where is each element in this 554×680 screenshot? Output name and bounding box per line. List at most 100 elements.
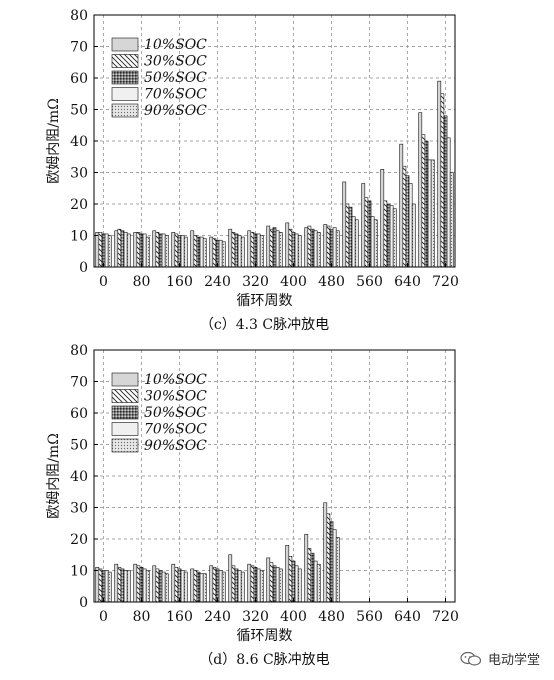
- bar: [335, 537, 340, 603]
- bar: [209, 236, 214, 268]
- bar: [101, 570, 106, 603]
- legend-entry: 10%SOC: [144, 37, 207, 53]
- y-tick-label: 70: [70, 40, 88, 56]
- bar: [304, 227, 309, 268]
- bar: [231, 232, 236, 268]
- y-tick-label: 50: [70, 438, 88, 454]
- bar: [196, 236, 201, 268]
- bar: [427, 159, 432, 268]
- bar: [126, 233, 131, 268]
- y-tick-label: 60: [70, 71, 88, 87]
- bar: [256, 233, 261, 268]
- bar: [272, 565, 277, 603]
- y-tick-label: 20: [70, 532, 88, 548]
- bar: [136, 565, 141, 603]
- chart-panel-1: 0 10 20 30 40 50 60 70 80 0 80 160 240 320 400 480 560 64…: [46, 343, 459, 668]
- legend-swatch: [111, 70, 139, 85]
- x-tick-label: 720: [432, 274, 459, 290]
- bar: [326, 225, 331, 268]
- bar: [354, 219, 359, 268]
- bar: [171, 563, 176, 603]
- x-tick-label: 400: [280, 274, 307, 290]
- y-tick-label: 10: [70, 229, 88, 245]
- x-tick-label: 240: [204, 274, 231, 290]
- bar: [405, 175, 410, 268]
- x-tick-label: 160: [166, 609, 193, 625]
- bar: [291, 560, 296, 603]
- y-tick-label: 40: [70, 469, 88, 485]
- bar: [174, 233, 179, 268]
- bar: [114, 230, 119, 268]
- legend-swatch: [111, 389, 139, 403]
- bar: [215, 239, 220, 268]
- y-tick-label: 30: [70, 501, 88, 517]
- bar: [158, 570, 163, 603]
- y-tick-label: 60: [70, 406, 88, 422]
- y-tick-label: 50: [70, 103, 88, 119]
- bar: [392, 208, 397, 268]
- x-tick-label: 160: [166, 274, 193, 290]
- bar: [123, 232, 128, 268]
- y-axis-label: 欧姆内阻/mΩ: [46, 433, 62, 519]
- bar: [272, 227, 277, 268]
- legend-entry: 90%SOC: [144, 438, 207, 454]
- bar: [266, 225, 271, 268]
- bar: [399, 143, 404, 268]
- x-tick-label: 640: [394, 274, 421, 290]
- x-axis-label: 循环周数: [237, 293, 293, 309]
- x-tick-label: 720: [432, 609, 459, 625]
- bar: [126, 570, 131, 603]
- bar: [364, 197, 369, 268]
- y-tick-label: 0: [79, 260, 88, 276]
- bar: [297, 568, 302, 603]
- legend-entry: 90%SOC: [144, 103, 207, 119]
- chart-caption: （c）4.3 C脉冲放电: [200, 317, 329, 333]
- bar: [95, 232, 100, 268]
- bar: [104, 570, 109, 603]
- x-tick-label: 320: [242, 274, 269, 290]
- bar: [449, 172, 454, 268]
- bar: [98, 568, 103, 603]
- y-axis-label: 欧姆内阻/mΩ: [46, 98, 62, 184]
- x-tick-label: 80: [133, 609, 151, 625]
- bar: [120, 568, 125, 603]
- bar: [183, 571, 188, 603]
- bar: [313, 560, 318, 603]
- bar: [383, 200, 388, 268]
- bar: [323, 224, 328, 268]
- bar: [152, 230, 157, 268]
- bar: [161, 571, 166, 603]
- y-tick-label: 20: [70, 197, 88, 213]
- bar: [408, 183, 413, 268]
- watermark: 电动学堂: [460, 649, 540, 668]
- x-tick-label: 0: [99, 274, 108, 290]
- bar: [304, 533, 309, 603]
- bar: [171, 232, 176, 268]
- bar: [351, 216, 356, 268]
- y-tick-label: 40: [70, 134, 88, 150]
- bar: [269, 228, 274, 268]
- bar: [307, 225, 312, 268]
- bar: [101, 233, 106, 268]
- bar: [335, 230, 340, 268]
- legend-swatch: [111, 438, 139, 453]
- bar: [446, 137, 451, 268]
- x-tick-label: 400: [280, 609, 307, 625]
- bar: [285, 222, 290, 268]
- legend-swatch: [111, 103, 139, 118]
- bar: [218, 239, 223, 268]
- bar: [199, 236, 204, 268]
- bar: [190, 230, 195, 268]
- bar: [190, 568, 195, 603]
- bar: [326, 513, 331, 603]
- bar: [142, 233, 147, 268]
- bar: [259, 570, 264, 603]
- bar: [348, 206, 353, 268]
- bar: [307, 548, 312, 603]
- bar: [294, 565, 299, 603]
- bar: [202, 573, 207, 603]
- bar: [345, 203, 350, 268]
- legend-entry: 70%SOC: [144, 422, 207, 438]
- bar: [256, 568, 261, 603]
